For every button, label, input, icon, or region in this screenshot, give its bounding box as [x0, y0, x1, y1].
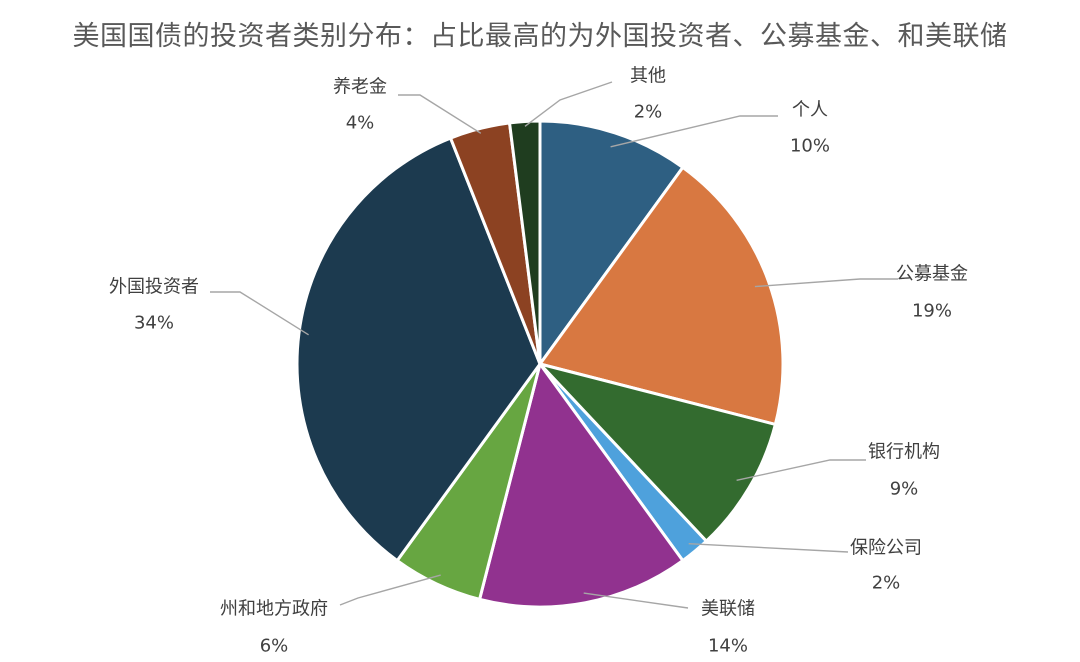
- pie-slice-5: [478, 362, 685, 609]
- leader-line-6: [339, 574, 441, 606]
- slice-label-5: 美联储: [701, 599, 755, 620]
- slice-value-4: 2%: [872, 573, 901, 594]
- pie-slices: [295, 119, 785, 609]
- pie-slice-9: [508, 119, 542, 366]
- leader-line-4: [688, 543, 849, 553]
- slice-label-8: 养老金: [333, 77, 387, 98]
- leader-line-8: [398, 94, 482, 134]
- slice-value-8: 4%: [346, 113, 375, 134]
- pie-slice-3: [538, 362, 777, 543]
- slice-value-1: 10%: [790, 136, 830, 157]
- slice-label-9: 其他: [630, 66, 666, 87]
- pie-slice-2: [538, 165, 785, 426]
- leader-line-1: [610, 115, 778, 148]
- slice-label-3: 银行机构: [868, 442, 940, 463]
- slice-value-7: 34%: [134, 313, 174, 334]
- slice-value-5: 14%: [708, 636, 748, 657]
- pie-slice-7: [295, 136, 542, 563]
- pie-slice-1: [538, 119, 685, 366]
- slice-labels: 个人 10% 公募基金 19% 银行机构 9% 保险公司 2% 美联储 14% 州和地方政府 6% 外国…: [109, 66, 968, 657]
- slice-value-2: 19%: [912, 301, 952, 322]
- slice-label-4: 保险公司: [850, 538, 922, 559]
- slice-label-7: 外国投资者: [109, 277, 199, 298]
- slice-value-3: 9%: [890, 479, 919, 500]
- leader-line-2: [754, 278, 898, 288]
- slice-value-9: 2%: [634, 102, 663, 123]
- leader-line-9: [524, 81, 613, 127]
- slice-label-6: 州和地方政府: [220, 599, 328, 620]
- slice-value-6: 6%: [260, 636, 289, 657]
- leader-lines: [210, 81, 898, 609]
- leader-line-3: [736, 459, 866, 481]
- slice-label-2: 公募基金: [896, 264, 968, 285]
- leader-line-5: [583, 592, 689, 609]
- chart-title: 美国国债的投资者类别分布：占比最高的为外国投资者、公募基金、和美联储: [72, 21, 1008, 52]
- slice-label-1: 个人: [792, 100, 828, 121]
- leader-line-7: [210, 291, 309, 336]
